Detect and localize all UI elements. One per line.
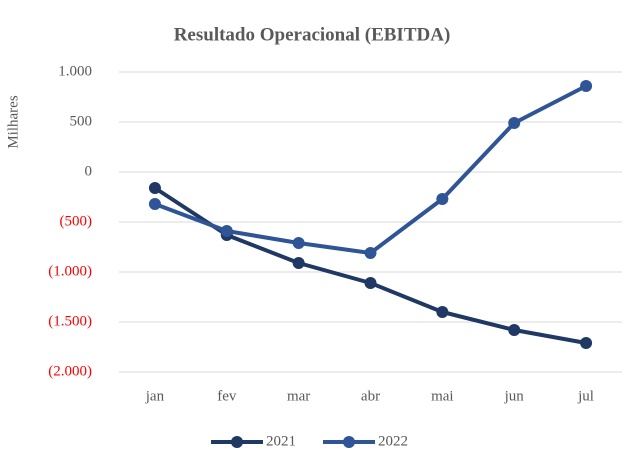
x-tick-label: mar xyxy=(287,388,310,404)
x-tick-label: jan xyxy=(145,388,165,404)
legend-marker xyxy=(231,436,243,448)
x-tick-label: jun xyxy=(504,388,525,404)
legend-marker xyxy=(343,436,355,448)
series-line xyxy=(154,84,587,255)
y-tick-label: (1.000) xyxy=(48,263,92,279)
point xyxy=(220,225,233,237)
y-axis-label: Milhares xyxy=(5,95,21,148)
point xyxy=(580,80,593,92)
point xyxy=(436,306,449,318)
y-tick-label: 1.000 xyxy=(58,63,92,79)
point xyxy=(292,257,305,269)
chart-title: Resultado Operacional (EBITDA) xyxy=(174,24,451,45)
point xyxy=(364,277,377,289)
legend-label: 2022 xyxy=(378,433,408,449)
x-tick-label: jul xyxy=(577,388,594,404)
y-tick-label: (1.500) xyxy=(48,313,92,329)
point xyxy=(508,324,521,336)
x-tick-label: mai xyxy=(431,388,454,404)
point xyxy=(580,337,593,349)
point xyxy=(148,198,161,210)
y-tick-label: 0 xyxy=(85,163,93,179)
y-tick-label: (500) xyxy=(60,213,93,229)
point xyxy=(292,237,305,249)
series-line xyxy=(153,186,587,345)
point xyxy=(508,117,521,129)
x-tick-label: abr xyxy=(361,388,380,404)
y-tick-label: 500 xyxy=(70,113,93,129)
x-tick-label: fev xyxy=(217,388,237,404)
point xyxy=(364,247,377,259)
y-tick-label: (2.000) xyxy=(48,363,92,379)
legend-label: 2021 xyxy=(266,433,296,449)
point xyxy=(148,182,161,194)
point xyxy=(436,193,449,205)
